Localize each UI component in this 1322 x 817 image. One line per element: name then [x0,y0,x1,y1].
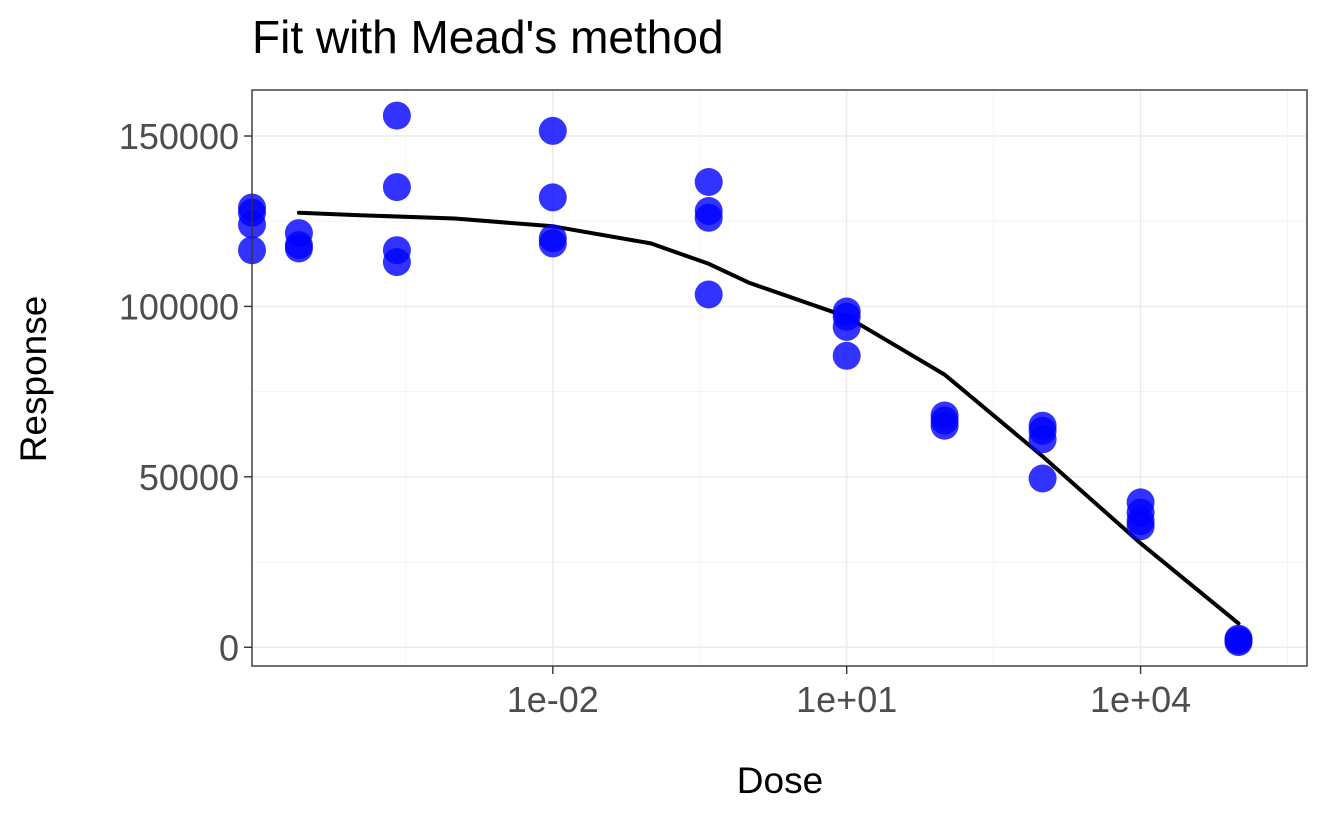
chart-title: Fit with Mead's method [252,11,724,63]
y-tick-label: 0 [219,627,239,668]
data-point-10 [382,248,411,277]
data-point-29 [1028,464,1057,493]
data-point-33 [1126,512,1155,541]
data-point-6 [284,234,313,263]
data-point-22 [832,341,861,370]
data-point-36 [1224,628,1253,657]
data-point-21 [832,312,861,341]
y-tick-label: 50000 [139,457,239,498]
x-tick-label: 1e-02 [507,679,599,720]
data-point-11 [538,116,567,145]
data-point-8 [382,173,411,202]
minor-gridlines [252,90,1307,666]
y-tick-label: 150000 [119,116,239,157]
data-point-18 [694,280,723,309]
y-tick-label: 100000 [119,286,239,327]
panel-border [251,89,1308,667]
data-point-28 [1028,425,1057,454]
fit-curve-line [296,210,1241,626]
x-axis-ticks: 1e-02 1e+01 1e+04 [507,666,1191,720]
x-tick-label: 1e+01 [796,679,897,720]
data-point-17 [694,203,723,232]
data-point-25 [930,411,959,440]
data-point-15 [694,168,723,196]
data-point-14 [538,229,567,258]
y-axis-title: Response [13,296,54,463]
y-axis-ticks: 0 50000 100000 150000 [119,116,252,668]
major-gridlines [252,90,1307,666]
x-tick-label: 1e+04 [1090,679,1191,720]
x-axis-title: Dose [737,760,823,801]
data-point-7 [382,101,411,130]
data-point-12 [538,183,567,212]
data-points [238,101,1253,657]
